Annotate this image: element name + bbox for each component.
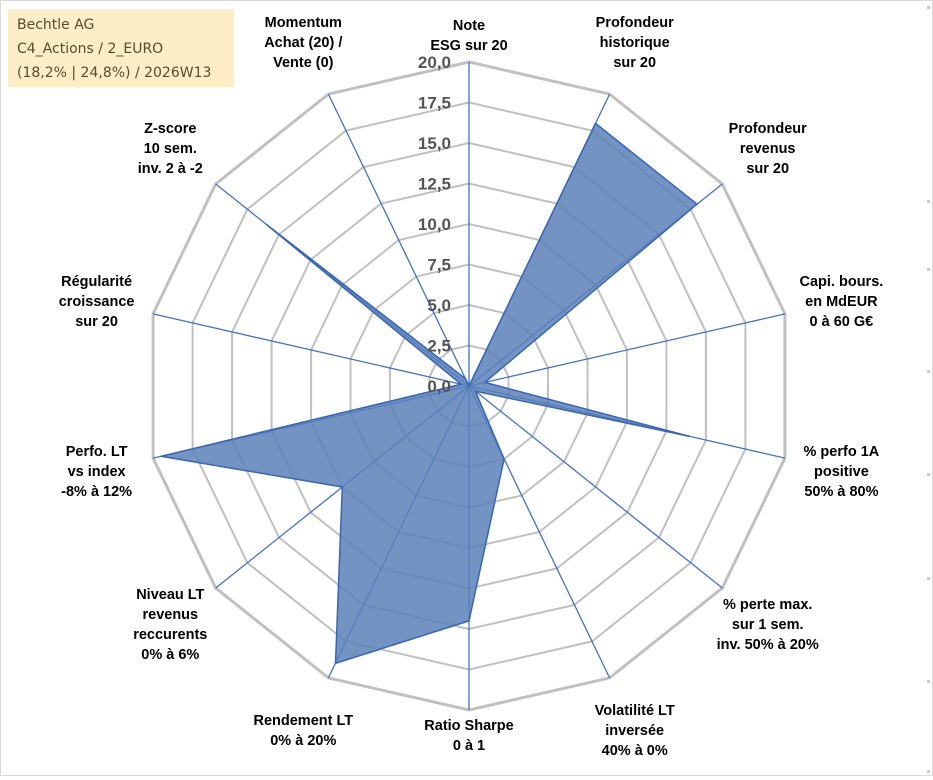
axis-label: Ratio Sharpe 0 à 1 (424, 718, 513, 754)
title-company: Bechtle AG (17, 17, 95, 33)
tick-label: 5,0 (427, 296, 451, 315)
tick-label: 10,0 (418, 215, 451, 234)
axis-label: Perfo. LT vs index -8% à 12% (61, 444, 132, 500)
axis-label: Volatilité LT inversée 40% à 0% (595, 703, 675, 759)
scroll-dot (927, 577, 930, 580)
spoke-line (468, 313, 786, 387)
tick-label: 2,5 (427, 337, 451, 356)
tick-label: 7,5 (427, 256, 451, 275)
spoke-line (468, 385, 723, 589)
tick-label: 0,0 (427, 377, 451, 396)
axis-label: Profondeur revenus sur 20 (729, 121, 807, 177)
title-stats: (18,2% | 24,8%) / 2026W13 (17, 65, 212, 81)
axis-label: Niveau LT revenus reccurents 0% à 6% (133, 587, 207, 663)
tick-label: 17,5 (418, 94, 451, 113)
tick-label-layer: 0,0 2,5 5,0 7,5 10,0 12,5 15,0 17,5 20,0 (418, 53, 451, 396)
series-layer (160, 122, 699, 665)
scroll-dot (927, 370, 930, 373)
spoke-line (327, 93, 470, 387)
axis-label: Profondeur historique sur 20 (596, 15, 674, 71)
spoke-line (152, 313, 470, 387)
scroll-dot (927, 680, 930, 683)
axis-label: Note ESG sur 20 (430, 18, 507, 54)
axis-label: Régularité croissance sur 20 (59, 274, 135, 330)
axis-label: Momentum Achat (20) / Vente (0) (264, 15, 342, 71)
tick-label: 12,5 (418, 175, 451, 194)
scroll-dot (927, 770, 930, 773)
tick-label: 15,0 (418, 134, 451, 153)
axis-label: % perfo 1A positive 50% à 80% (804, 444, 880, 500)
scroll-dot (927, 473, 930, 476)
title-category: C4_Actions / 2_EURO (17, 41, 164, 57)
title-box: Bechtle AG C4_Actions / 2_EURO (18,2% | … (8, 9, 234, 87)
axis-label-layer: Note ESG sur 20 Profondeur historique sur 20… (59, 15, 884, 759)
axis-label: Z-score 10 sem. inv. 2 à -2 (138, 121, 203, 177)
axis-label: % perte max. sur 1 sem. inv. 50% à 20% (717, 597, 819, 653)
axis-label: Capi. bours. en MdEUR 0 à 60 G€ (800, 274, 884, 330)
scroll-dot (927, 200, 930, 203)
scrollbar-indicator (925, 0, 931, 776)
tick-label: 20,0 (418, 53, 451, 72)
scroll-dot (927, 268, 930, 271)
series-area (160, 122, 699, 665)
axis-label: Rendement LT 0% à 20% (253, 713, 353, 749)
scroll-dot (927, 6, 930, 9)
